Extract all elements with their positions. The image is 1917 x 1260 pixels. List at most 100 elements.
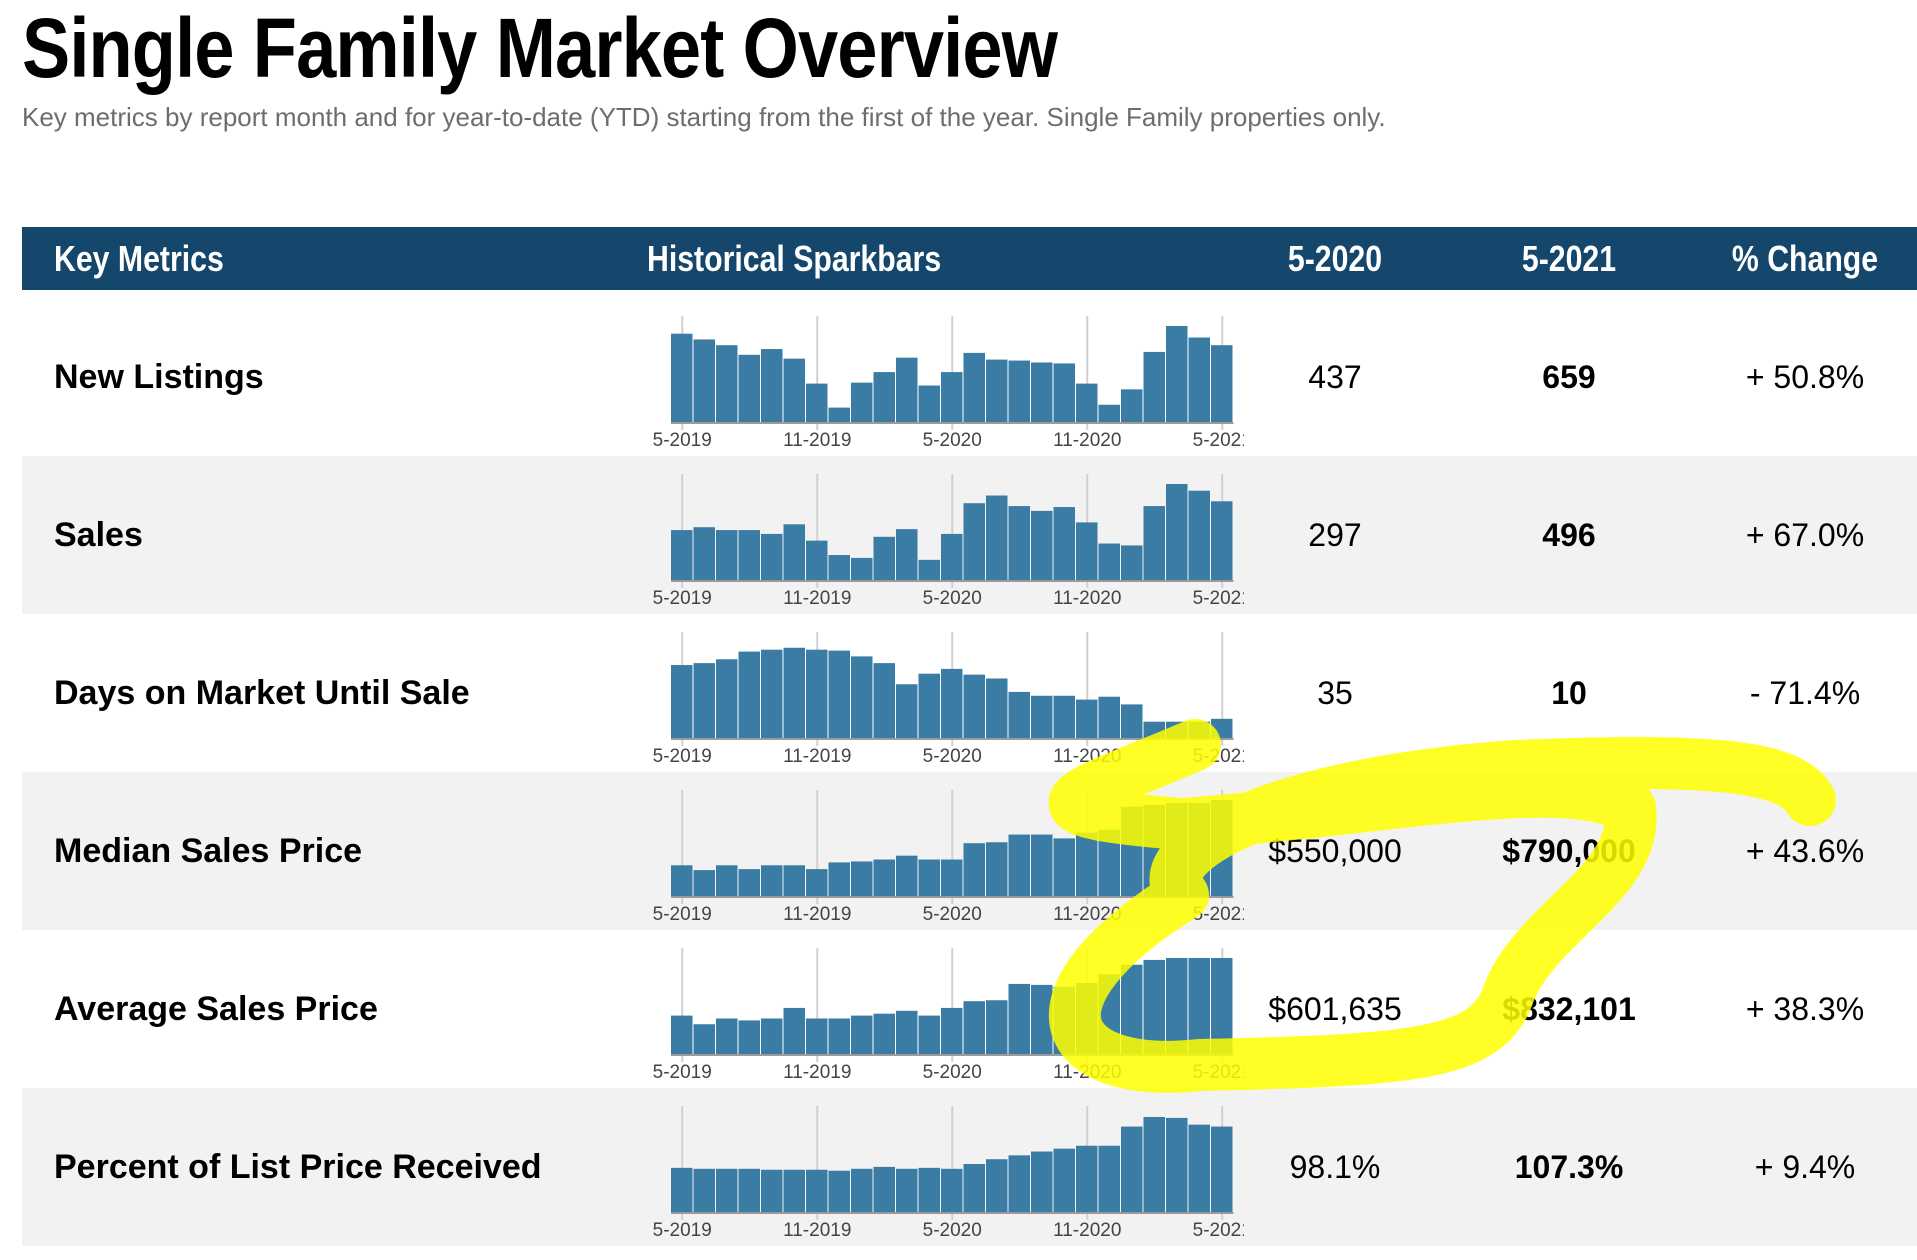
- sparkbar: [783, 865, 805, 896]
- sparkbar: [828, 650, 850, 738]
- table-row: Median Sales Price 5-2019 11-2019 5-2020 11-…: [22, 772, 1917, 930]
- sparkbar-tick-label: 5-2020: [923, 746, 982, 767]
- sparkbar: [986, 1000, 1008, 1054]
- sparkbar: [716, 530, 738, 580]
- sparkbar: [806, 383, 828, 422]
- sparkbar: [716, 1168, 738, 1212]
- sparkbar: [963, 1001, 985, 1054]
- value-5-2021: $790,000: [1502, 833, 1636, 869]
- sparkbar-tick-label: 5-2021: [1193, 430, 1244, 451]
- sparkbar: [806, 1169, 828, 1212]
- sparkbar: [806, 649, 828, 738]
- sparkbar: [1053, 363, 1075, 422]
- sparkbar: [738, 869, 760, 896]
- sparkbar: [716, 1018, 738, 1054]
- sparkbar: [1076, 832, 1098, 896]
- sparkbar-tick-label: 11-2020: [1053, 904, 1121, 925]
- page-title: Single Family Market Overview: [22, 1, 1058, 95]
- page-subtitle: Key metrics by report month and for year…: [22, 102, 1386, 132]
- sparkbar: [738, 651, 760, 738]
- sparkbar: [851, 1015, 873, 1054]
- sparkbar: [671, 530, 693, 580]
- table-row: Sales 5-2019 11-2019 5-2020 11-2020 5-2021 297…: [22, 456, 1917, 614]
- sparkbar: [873, 663, 895, 738]
- sparkbar-tick-label: 11-2019: [783, 430, 851, 451]
- sparkbar: [671, 665, 693, 738]
- sparkbar: [873, 1013, 895, 1054]
- sparkbar: [783, 358, 805, 422]
- sparkbar: [918, 859, 940, 896]
- sparkbar-tick-label: 11-2019: [783, 746, 851, 767]
- sparkbar: [918, 673, 940, 738]
- sparkbar: [941, 1007, 963, 1054]
- sparkbar: [1008, 360, 1030, 422]
- sparkbar-tick-label: 11-2019: [783, 1220, 851, 1241]
- sparkbar: [716, 345, 738, 422]
- sparkbar: [1053, 838, 1075, 896]
- sparkbar: [1008, 834, 1030, 896]
- sparkbar: [693, 527, 715, 580]
- sparkbar: [1211, 501, 1233, 580]
- sparkbar: [693, 870, 715, 896]
- value-5-2021: 107.3%: [1514, 1149, 1624, 1185]
- value-5-2020: 437: [1308, 359, 1362, 395]
- metric-label: Average Sales Price: [54, 990, 378, 1028]
- sparkbar: [1121, 704, 1143, 738]
- sparkbar: [828, 555, 850, 580]
- sparkbar: [1166, 958, 1188, 1054]
- sparkbar: [896, 684, 918, 738]
- sparkbar: [1211, 1126, 1233, 1212]
- sparkbar-tick-label: 11-2020: [1053, 430, 1121, 451]
- sparkbar: [761, 649, 783, 738]
- sparkbar: [1143, 959, 1165, 1054]
- sparkbar: [1008, 983, 1030, 1054]
- sparkbar: [1076, 383, 1098, 422]
- sparkbar: [851, 656, 873, 738]
- sparkbar: [1121, 389, 1143, 422]
- sparkbar: [1053, 1148, 1075, 1212]
- sparkbar-tick-label: 11-2019: [783, 904, 851, 925]
- sparkbar: [1211, 345, 1233, 422]
- sparkbar: [1098, 829, 1120, 896]
- sparkbar: [738, 1168, 760, 1212]
- sparkbar: [896, 529, 918, 580]
- metric-label: New Listings: [54, 358, 264, 396]
- sparkbar: [918, 1167, 940, 1212]
- sparkbar: [1076, 522, 1098, 580]
- sparkbar-tick-label: 5-2019: [653, 588, 712, 609]
- sparkbar: [896, 1010, 918, 1054]
- sparkbar: [783, 1169, 805, 1212]
- sparkbar-tick-label: 5-2020: [923, 1220, 982, 1241]
- value-5-2020: 297: [1308, 517, 1362, 553]
- sparkbar: [918, 559, 940, 580]
- sparkbar: [1031, 1151, 1053, 1212]
- sparkbar: [851, 861, 873, 896]
- sparkbar: [941, 1168, 963, 1212]
- metric-label: Median Sales Price: [54, 832, 363, 870]
- sparkbar: [918, 1015, 940, 1054]
- sparkbar: [783, 1007, 805, 1054]
- sparkbar: [986, 359, 1008, 422]
- value-5-2020: $550,000: [1268, 833, 1402, 869]
- sparkbar-tick-label: 5-2019: [653, 430, 712, 451]
- sparkbar: [806, 540, 828, 580]
- sparkbar: [716, 865, 738, 896]
- sparkbar: [1143, 804, 1165, 896]
- sparkbar: [1031, 834, 1053, 896]
- column-header-sparkbars: Historical Sparkbars: [647, 238, 942, 279]
- sparkbar: [963, 1164, 985, 1212]
- value-5-2021: 659: [1542, 359, 1596, 395]
- sparkbar-tick-label: 5-2021: [1193, 1220, 1244, 1241]
- metric-label: Sales: [54, 516, 143, 554]
- sparkbar: [851, 557, 873, 580]
- sparkbar: [761, 533, 783, 580]
- column-header-key-metrics: Key Metrics: [54, 238, 224, 279]
- sparkbar: [783, 524, 805, 580]
- sparkbar: [716, 659, 738, 738]
- sparkbar-tick-label: 5-2021: [1193, 588, 1244, 609]
- sparkbar-tick-label: 11-2019: [783, 588, 851, 609]
